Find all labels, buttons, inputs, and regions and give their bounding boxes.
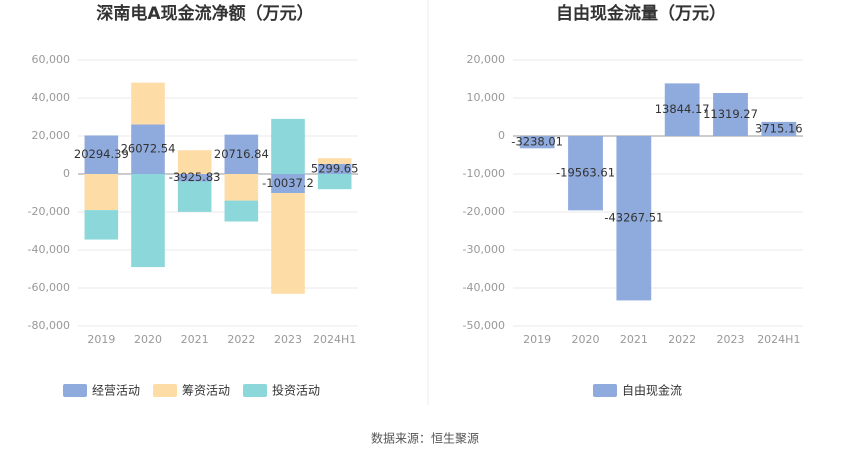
bar [271,174,305,194]
data-label: 3715.16 [755,121,803,135]
x-tick-label: 2020 [134,333,162,346]
y-tick-label: -10,000 [463,167,505,180]
bar [616,136,652,301]
bar [317,163,352,174]
data-label: 26072.54 [121,142,176,156]
bar [317,174,352,190]
y-tick-label: -20,000 [463,205,505,218]
bar [224,134,259,174]
data-label: 13844.17 [655,102,710,116]
x-tick-label: 2024H1 [313,333,356,346]
bar [664,83,700,136]
y-tick-label: 0 [498,129,505,142]
x-tick-label: 2023 [717,333,745,346]
data-label: -43267.51 [604,211,663,225]
y-tick-label: -40,000 [28,243,70,256]
x-tick-label: 2023 [274,333,302,346]
y-tick-label: -30,000 [463,243,505,256]
y-tick-label: -40,000 [463,281,505,294]
legend-label: 经营活动 [92,384,140,398]
y-tick-label: 20,000 [32,129,71,142]
x-tick-label: 2022 [668,333,696,346]
bar [519,136,555,149]
y-tick-label: -80,000 [28,319,70,332]
x-tick-label: 2024H1 [757,333,800,346]
legend-swatch [153,384,177,397]
bar [131,174,165,268]
bar [224,174,259,201]
y-tick-label: 10,000 [467,91,506,104]
y-tick-label: 40,000 [32,91,71,104]
x-tick-label: 2021 [620,333,648,346]
legend-label: 投资活动 [272,383,320,398]
legend-swatch [243,384,267,397]
y-tick-label: 60,000 [32,53,71,66]
bar [84,210,119,240]
y-tick-label: -20,000 [28,205,70,218]
data-label: 11319.27 [703,107,758,121]
bar [84,174,119,211]
x-tick-label: 2022 [227,333,255,346]
data-label: 20294.39 [74,147,129,161]
bar [177,181,212,212]
data-label: 5299.65 [311,161,359,175]
bar [713,92,748,136]
x-tick-label: 2020 [572,333,600,346]
data-label: -19563.61 [556,166,615,180]
legend-swatch [593,384,617,397]
bar [177,174,212,182]
source: 数据来源：恒生聚源 [371,431,479,446]
legend-label: 自由现金流 [622,383,682,398]
y-tick-label: -60,000 [28,281,70,294]
legend-swatch [63,384,87,397]
y-tick-label: -50,000 [463,319,505,332]
bar [271,193,305,294]
y-tick-label: 0 [63,167,70,180]
x-tick-label: 2019 [87,333,115,346]
bar [761,121,797,136]
bar [317,158,352,164]
bar [131,82,165,125]
data-label: -3238.01 [511,135,563,149]
bar [84,135,119,174]
bar [271,118,305,174]
chart-title: 自由现金流量（万元） [556,3,726,24]
legend-label: 筹资活动 [182,384,230,398]
bar [568,136,603,211]
bar [224,200,259,222]
y-tick-label: 20,000 [467,53,506,66]
chart-title: 深南电A现金流净额（万元） [96,3,313,24]
data-label: 20716.84 [214,147,269,161]
bar [131,124,165,174]
data-label: -10037.2 [262,176,314,190]
x-tick-label: 2021 [181,333,209,346]
bar [177,150,212,174]
x-tick-label: 2019 [523,333,551,346]
data-label: -3925.83 [169,170,221,184]
